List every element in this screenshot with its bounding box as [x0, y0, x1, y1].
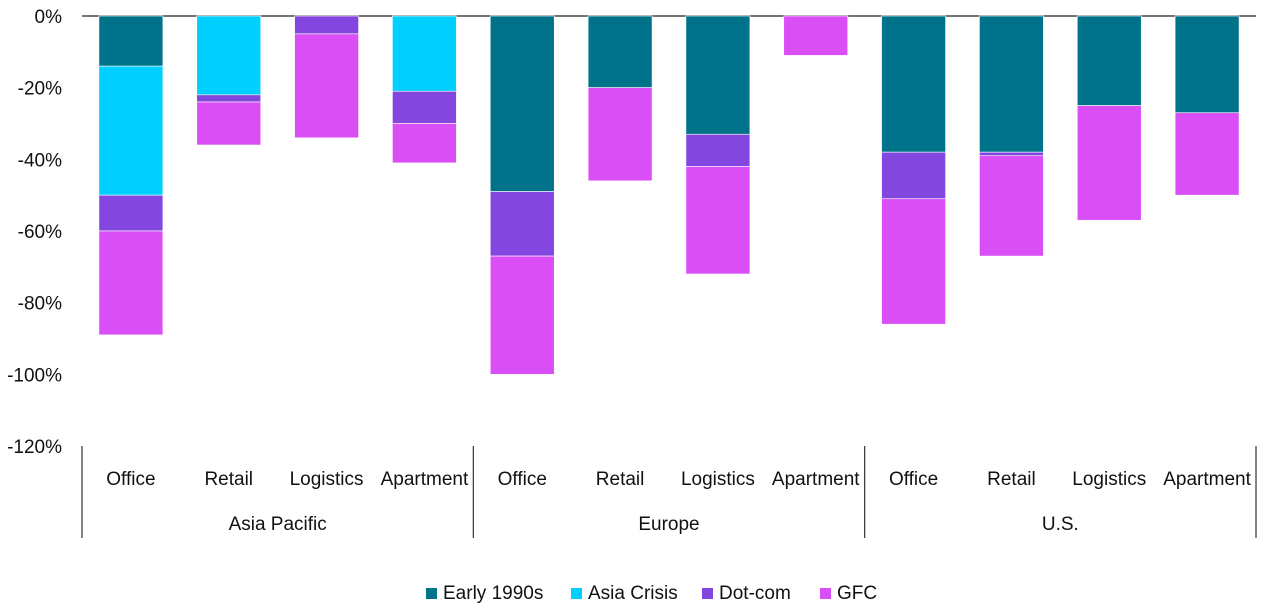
bar-segment-gfc — [979, 155, 1044, 257]
bar-segment-early-1990s — [587, 15, 653, 88]
y-tick-label: -60% — [18, 222, 62, 243]
y-tick-label: -40% — [18, 150, 62, 171]
legend-label-gfc: GFC — [837, 583, 877, 604]
legend-swatch-gfc — [820, 588, 831, 599]
x-group-label: U.S. — [1042, 514, 1079, 535]
x-category-label: Logistics — [290, 469, 364, 490]
x-group-label: Asia Pacific — [229, 514, 327, 535]
bar-segment-early-1990s — [685, 15, 751, 135]
bar-segment-gfc — [392, 123, 457, 164]
bar-segment-gfc — [783, 15, 849, 56]
x-group-label: Europe — [638, 514, 699, 535]
x-category-label: Retail — [987, 469, 1036, 490]
legend-swatch-dot-com — [702, 588, 713, 599]
bar-segment-gfc — [98, 230, 164, 336]
bar-segment-early-1990s — [881, 15, 946, 153]
x-category-label: Office — [889, 469, 938, 490]
y-tick-label: -80% — [18, 294, 62, 315]
legend-swatch-early-1990s — [426, 588, 437, 599]
legend-label-asia-crisis: Asia Crisis — [588, 583, 678, 604]
bar-segment-dot-com — [98, 194, 164, 232]
bar-segment-dot-com — [392, 90, 457, 124]
bar-segment-dot-com — [979, 151, 1044, 157]
bar-segment-dot-com — [196, 94, 262, 103]
bar-segment-gfc — [1174, 112, 1240, 196]
bar-segment-early-1990s — [1174, 15, 1240, 114]
x-category-label: Apartment — [1163, 469, 1251, 490]
legend-swatch-asia-crisis — [571, 588, 582, 599]
y-tick-label: -20% — [18, 79, 62, 100]
x-category-label: Apartment — [381, 469, 469, 490]
bar-segment-gfc — [881, 198, 946, 325]
bar-segment-gfc — [1076, 105, 1142, 221]
bar-segment-dot-com — [294, 15, 359, 35]
bar-segment-early-1990s — [489, 15, 555, 192]
y-tick-label: -120% — [7, 437, 62, 458]
legend-label-dot-com: Dot-com — [719, 583, 791, 604]
x-category-label: Retail — [204, 469, 253, 490]
bar-segment-asia-crisis — [98, 65, 164, 196]
bar-segment-asia-crisis — [392, 15, 457, 92]
bar-segment-gfc — [196, 101, 262, 146]
x-category-label: Office — [106, 469, 155, 490]
x-category-label: Office — [498, 469, 547, 490]
bar-segment-early-1990s — [979, 15, 1044, 153]
y-tick-label: 0% — [35, 7, 63, 28]
bar-segment-early-1990s — [1076, 15, 1142, 106]
bar-segment-dot-com — [685, 133, 751, 167]
x-category-label: Apartment — [772, 469, 860, 490]
x-category-label: Logistics — [681, 469, 755, 490]
bar-segment-dot-com — [489, 191, 555, 257]
y-tick-label: -100% — [7, 365, 62, 386]
bar-segment-early-1990s — [98, 15, 164, 67]
x-category-label: Retail — [596, 469, 645, 490]
x-category-label: Logistics — [1072, 469, 1146, 490]
bars — [98, 15, 1240, 375]
bar-segment-asia-crisis — [196, 15, 262, 96]
bar-segment-gfc — [685, 166, 751, 275]
x-axis: Office Retail Logistics Apartment Asia Pacif… — [81, 446, 1257, 538]
y-axis: 0% -20% -40% -60% -80% -100% -120% — [7, 7, 1256, 458]
bar-segment-gfc — [489, 255, 555, 375]
bar-segment-gfc — [587, 87, 653, 182]
bar-segment-dot-com — [881, 151, 946, 200]
legend-label-early-1990s: Early 1990s — [443, 583, 543, 604]
bar-segment-gfc — [294, 33, 359, 139]
legend: Early 1990s Asia Crisis Dot-com GFC — [426, 583, 877, 604]
